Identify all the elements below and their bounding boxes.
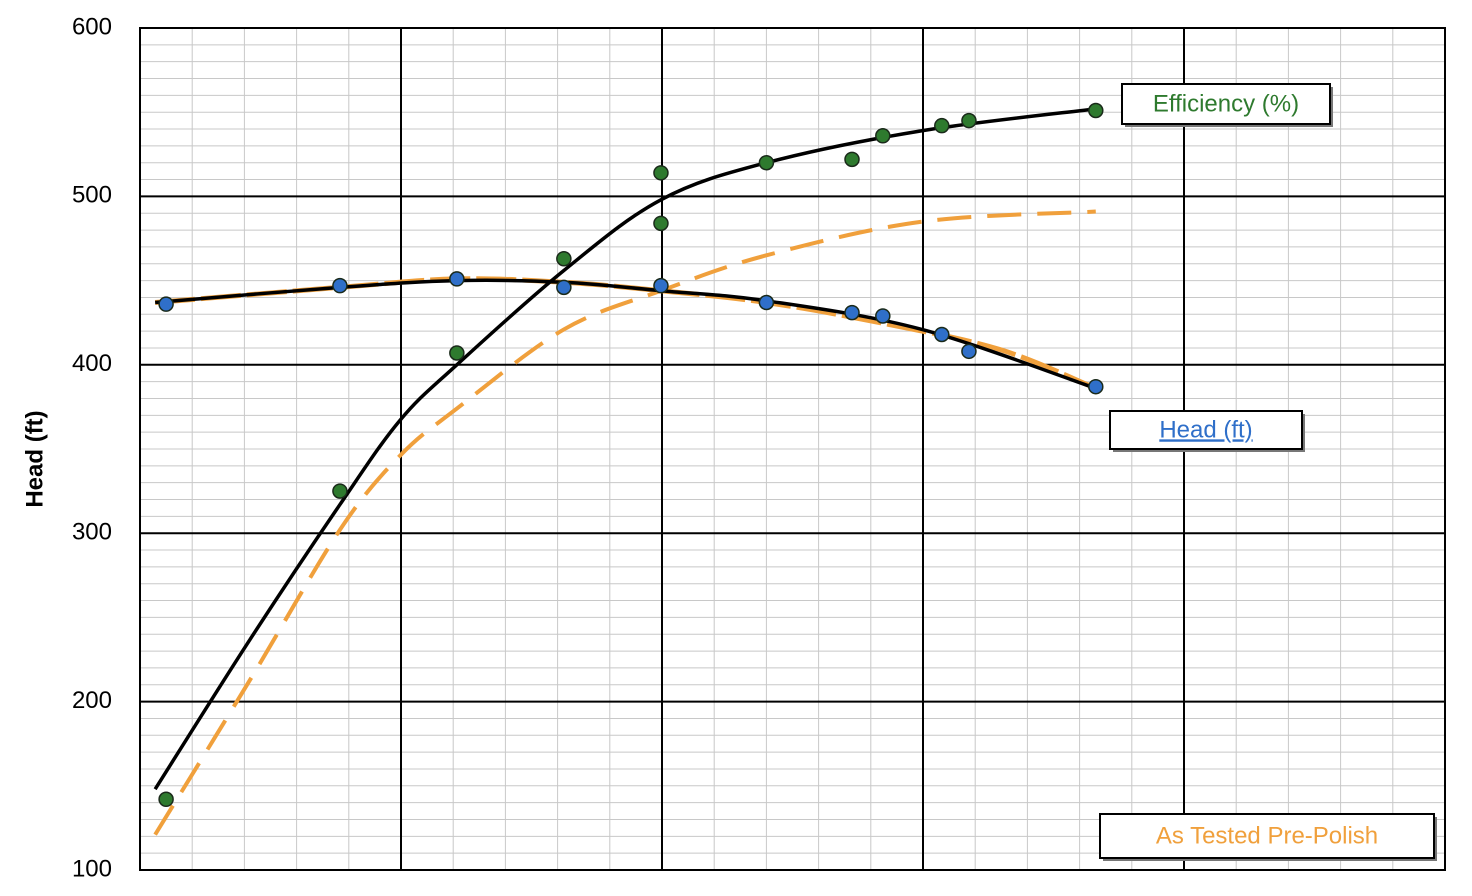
data-point (1088, 102, 1104, 119)
legend-label: Head (ft) (1159, 416, 1252, 443)
data-point (758, 294, 775, 311)
legend-box (1121, 83, 1331, 125)
data-point (844, 151, 860, 168)
y-tick-label: 300 (72, 519, 112, 546)
y-tick-label: 400 (72, 350, 112, 377)
y-axis-label: Head (ft) (21, 410, 48, 507)
data-point (653, 215, 669, 232)
data-point (556, 279, 572, 296)
data-point (934, 117, 950, 134)
data-point (449, 345, 465, 361)
plot-frame (139, 27, 1446, 871)
y-tick-label: 500 (72, 182, 112, 209)
data-point (758, 154, 775, 171)
legend-label: Efficiency (%) (1153, 90, 1299, 117)
curve (153, 107, 1096, 791)
data-point (1088, 378, 1104, 395)
data-point (332, 483, 348, 499)
legend-box (1109, 410, 1303, 450)
data-point (961, 112, 977, 129)
data-point (449, 271, 465, 287)
data-point (158, 296, 174, 312)
data-point (653, 165, 669, 181)
data-point (844, 304, 860, 321)
legend-box (1099, 813, 1435, 859)
data-point (961, 343, 977, 360)
data-point (875, 128, 891, 144)
data-point (653, 277, 669, 294)
y-tick-label: 600 (72, 13, 112, 40)
curve (153, 209, 1096, 836)
data-point (158, 791, 174, 808)
y-tick-label: 200 (72, 687, 112, 714)
data-point (556, 250, 572, 267)
data-point (934, 326, 950, 343)
y-tick-label: 100 (72, 855, 112, 882)
data-point (332, 277, 348, 294)
data-point (875, 308, 891, 324)
legend-label: As Tested Pre-Polish (1156, 822, 1378, 849)
